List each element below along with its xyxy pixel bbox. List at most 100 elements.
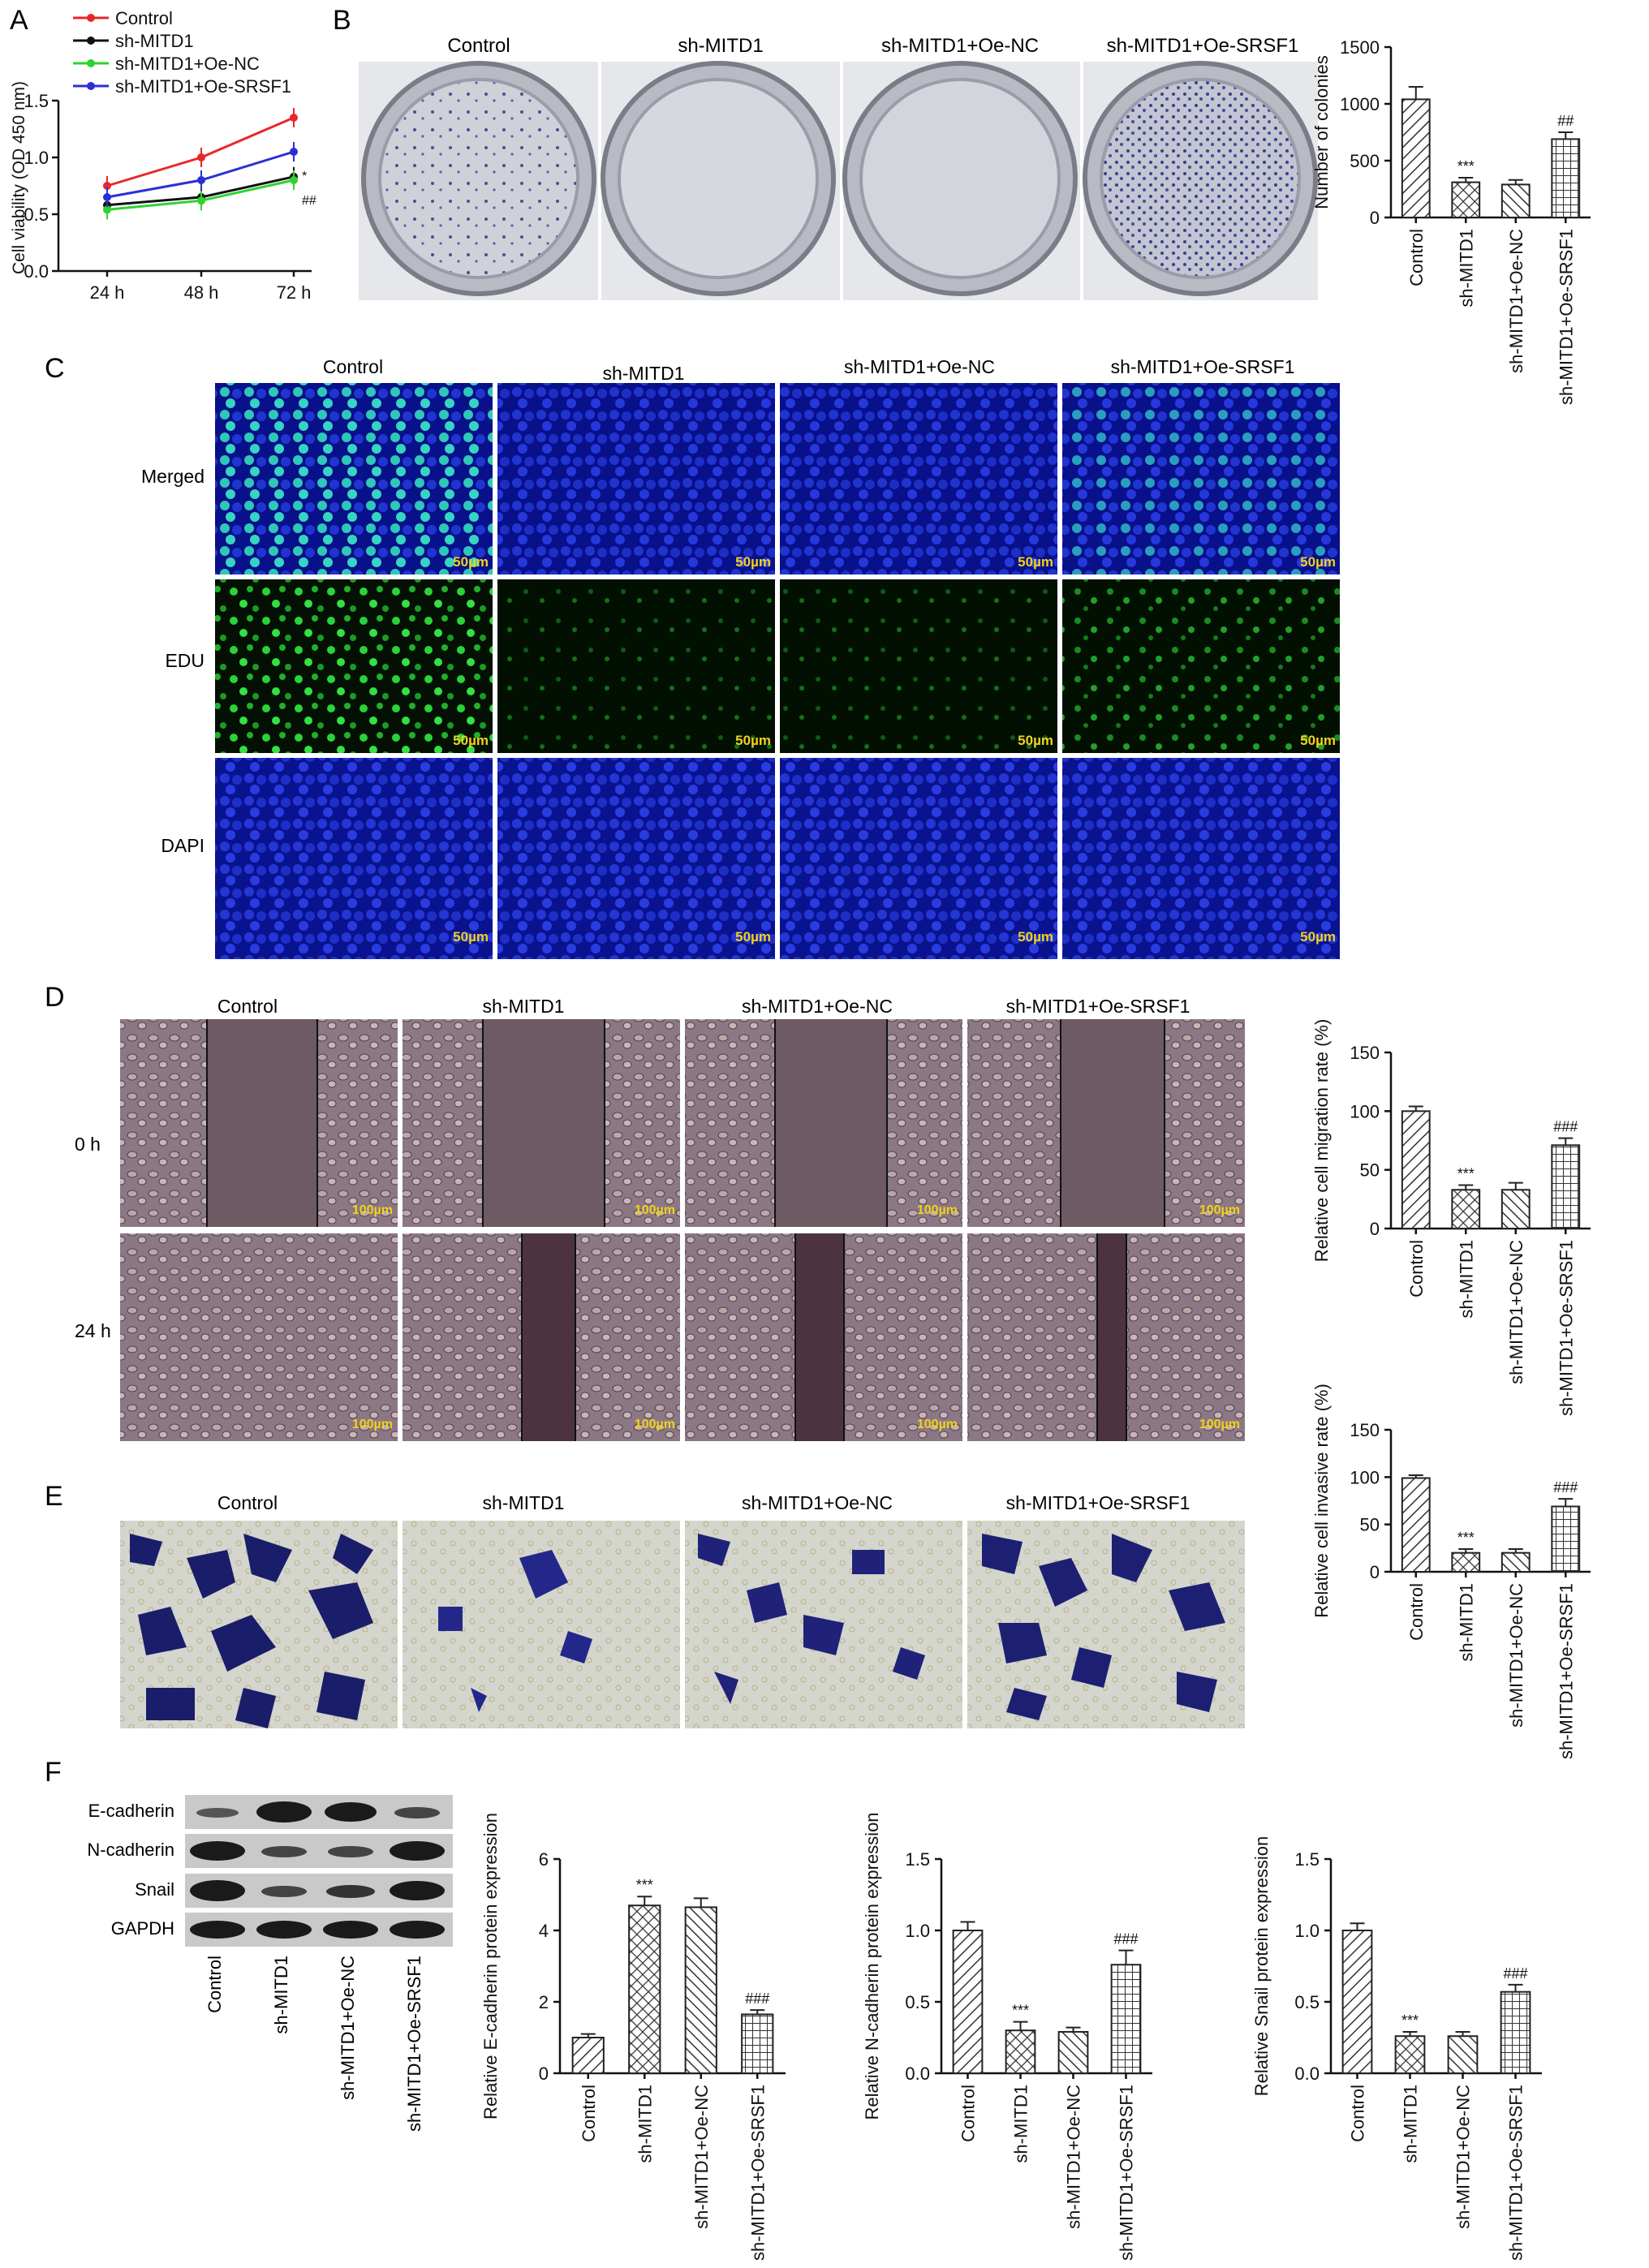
y-tick-label: 100: [1350, 1101, 1380, 1121]
image-dapi-sh-mitd1: [497, 758, 775, 959]
panel-label-C: C: [45, 353, 65, 384]
blot-lane-sh-mitd1: sh-MITD1: [271, 1956, 291, 2034]
scale-bar-label: 50µm: [453, 554, 489, 570]
significance-label: ***: [1457, 1530, 1475, 1546]
edu-staining-grid: Control sh-MITD1 sh-MITD1+Oe-NC sh-MITD1…: [141, 356, 1340, 959]
colony-plates: Control sh-MITD1 sh-MITD1+Oe-NC sh-MITD1…: [359, 35, 1318, 300]
panel-label-F: F: [45, 1757, 62, 1788]
image-transwell-oe-nc: [685, 1521, 962, 1728]
bar: [1057, 2030, 1089, 2074]
x-tick-label: Control: [1348, 2085, 1368, 2142]
plate-control: [361, 61, 596, 296]
image-edu-oe-nc: [780, 579, 1057, 753]
significance-label: ***: [1012, 2003, 1029, 2019]
grid-d-col-control: Control: [217, 996, 278, 1017]
scale-bar-label: 50µm: [453, 733, 489, 748]
plate-label-control: Control: [447, 35, 510, 57]
grid-c-row-dapi: DAPI: [161, 835, 205, 856]
x-tick-label: sh-MITD1+Oe-NC: [691, 2085, 712, 2229]
x-tick-label: 24 h: [90, 282, 125, 303]
y-tick-label: 1.5: [24, 91, 49, 111]
chart-f1-e-cadherin-bar-chart: 0 2 4 6 Relative E-cadherin protein expressi…: [480, 1813, 786, 2261]
x-tick-label: sh-MITD1+Oe-NC: [1506, 1240, 1526, 1384]
panel-label-E: E: [45, 1481, 63, 1512]
chart-b-colony-bar-chart: 0 500 1000 1500 Number of colonies Control ***…: [1311, 37, 1591, 405]
bar: [1447, 2035, 1479, 2074]
grid-c-col-sh-mitd1: sh-MITD1: [603, 363, 685, 384]
x-tick-label: sh-MITD1: [1401, 2085, 1421, 2163]
grid-c-row-edu: EDU: [165, 650, 205, 671]
y-tick-label: 2: [539, 1992, 549, 2012]
legend-marker: [87, 14, 95, 22]
grid-e-col-control: Control: [217, 1492, 278, 1513]
scale-bar-label: 50µm: [735, 554, 771, 570]
bar: [1401, 1477, 1431, 1573]
bar: [1451, 1551, 1481, 1573]
y-axis-label: Relative Snail protein expression: [1251, 1836, 1272, 2096]
chart-e-invasion-bar-chart: 0 50 100 150 Relative cell invasive rate (%)…: [1311, 1384, 1591, 1759]
scale-bar-label: 50µm: [1300, 733, 1336, 748]
scale-bar-label: 100µm: [1199, 1203, 1240, 1217]
grid-d-row-24h: 24 h: [75, 1320, 111, 1341]
scale-bar-label: 50µm: [1018, 733, 1053, 748]
significance-label: ###: [1553, 1479, 1578, 1496]
blot-row-gapdh: GAPDH: [111, 1918, 174, 1939]
image-edu-sh-mitd1: [497, 579, 775, 753]
x-tick-label: sh-MITD1: [635, 2085, 655, 2163]
scale-bar-label: 100µm: [352, 1418, 393, 1431]
y-tick-label: 0: [1370, 1562, 1380, 1582]
bar: [1500, 1551, 1531, 1573]
legend-marker: [87, 37, 95, 45]
image-wound-24h-oe-nc: [685, 1233, 962, 1441]
scale-bars-d: 100µm 100µm 100µm 100µm 100µm 100µm 100µ…: [352, 1203, 1240, 1431]
scale-bar-label: 100µm: [917, 1203, 958, 1217]
scale-bar-label: 50µm: [735, 929, 771, 945]
significance-label: ###: [1503, 1965, 1527, 1982]
significance-label: ***: [636, 1877, 653, 1893]
y-axis-label: Relative cell migration rate (%): [1311, 1019, 1332, 1263]
scale-bar-label: 50µm: [1018, 929, 1053, 945]
x-tick-label: Control: [1406, 1583, 1427, 1641]
y-tick-label: 150: [1350, 1043, 1380, 1063]
image-wound-0h-oe-srsf1: [967, 1019, 1245, 1227]
grid-c-col-control: Control: [323, 356, 383, 377]
x-tick-label: 72 h: [277, 282, 312, 303]
y-tick-label: 100: [1350, 1467, 1380, 1487]
grid-d-col-sh-mitd1: sh-MITD1: [483, 996, 565, 1017]
image-wound-0h-oe-nc: [685, 1019, 962, 1227]
y-tick-label: 150: [1350, 1420, 1380, 1440]
scale-bar-label: 50µm: [1300, 929, 1336, 945]
significance-label: ***: [1457, 158, 1475, 174]
x-tick-label: sh-MITD1+Oe-SRSF1: [1556, 229, 1576, 405]
significance-label: ##: [302, 194, 316, 208]
significance-label: ###: [745, 1990, 769, 2007]
image-wound-24h-oe-srsf1: [967, 1233, 1245, 1441]
plate-oe-srsf1: [1083, 61, 1318, 296]
y-tick-label: 0: [539, 2064, 549, 2084]
y-tick-label: 0: [1370, 208, 1380, 228]
y-axis-label: Relative cell invasive rate (%): [1311, 1384, 1332, 1618]
y-tick-label: 1000: [1340, 94, 1380, 114]
grid-e-col-sh-mitd1: sh-MITD1: [483, 1492, 565, 1513]
scale-bar-label: 50µm: [735, 733, 771, 748]
blot-row-e-cadherin: E-cadherin: [88, 1801, 174, 1821]
legend-label: sh-MITD1+Oe-SRSF1: [115, 76, 291, 97]
image-transwell-sh-mitd1: [403, 1521, 680, 1728]
y-axis-label: Relative N-cadherin protein expression: [862, 1812, 882, 2120]
image-merged-oe-srsf1: [1062, 383, 1340, 575]
significance-label: ***: [1401, 2012, 1419, 2029]
significance-label: ###: [1553, 1119, 1578, 1135]
plate-sh-mitd1: [601, 61, 836, 296]
bar: [741, 2013, 774, 2074]
x-tick-label: sh-MITD1+Oe-SRSF1: [1556, 1583, 1576, 1759]
legend-marker: [87, 82, 95, 90]
image-dapi-control: [215, 758, 493, 959]
x-tick-label: Control: [958, 2085, 979, 2142]
bar: [1451, 181, 1481, 219]
grid-d-col-oe-srsf1: sh-MITD1+Oe-SRSF1: [1006, 996, 1190, 1017]
image-dapi-oe-nc: [780, 758, 1057, 959]
image-edu-oe-srsf1: [1062, 579, 1340, 753]
scale-bar-label: 50µm: [1300, 554, 1336, 570]
y-tick-label: 50: [1360, 1160, 1380, 1181]
